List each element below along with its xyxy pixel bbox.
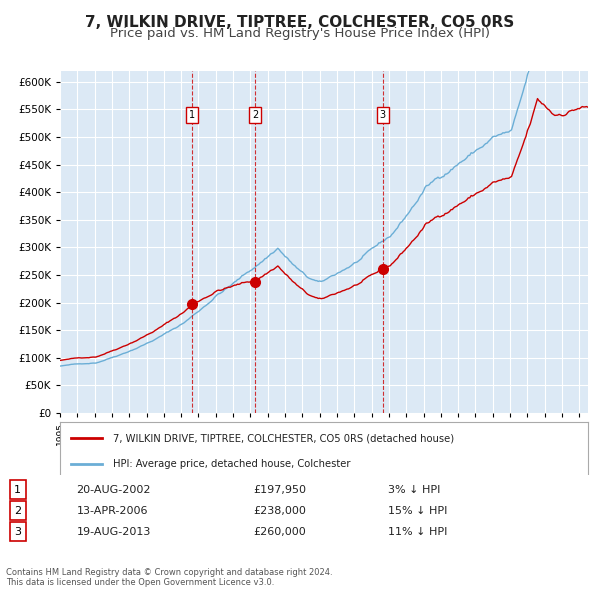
Text: Contains HM Land Registry data © Crown copyright and database right 2024.
This d: Contains HM Land Registry data © Crown c… [6,568,332,587]
Text: £197,950: £197,950 [253,485,306,494]
Text: 20-AUG-2002: 20-AUG-2002 [77,485,151,494]
Text: 1: 1 [14,485,21,494]
Text: 2: 2 [14,506,22,516]
Text: 19-AUG-2013: 19-AUG-2013 [77,527,151,537]
Text: 3% ↓ HPI: 3% ↓ HPI [388,485,440,494]
Text: £260,000: £260,000 [253,527,306,537]
Text: 15% ↓ HPI: 15% ↓ HPI [388,506,448,516]
Text: 1: 1 [189,110,196,120]
Text: Price paid vs. HM Land Registry's House Price Index (HPI): Price paid vs. HM Land Registry's House … [110,27,490,40]
Text: £238,000: £238,000 [253,506,306,516]
Text: 3: 3 [380,110,386,120]
Text: 11% ↓ HPI: 11% ↓ HPI [388,527,448,537]
Text: 3: 3 [14,527,21,537]
Text: 13-APR-2006: 13-APR-2006 [77,506,148,516]
Text: 7, WILKIN DRIVE, TIPTREE, COLCHESTER, CO5 0RS (detached house): 7, WILKIN DRIVE, TIPTREE, COLCHESTER, CO… [113,434,454,443]
Text: 7, WILKIN DRIVE, TIPTREE, COLCHESTER, CO5 0RS: 7, WILKIN DRIVE, TIPTREE, COLCHESTER, CO… [85,15,515,30]
Text: 2: 2 [252,110,259,120]
Text: HPI: Average price, detached house, Colchester: HPI: Average price, detached house, Colc… [113,460,350,469]
